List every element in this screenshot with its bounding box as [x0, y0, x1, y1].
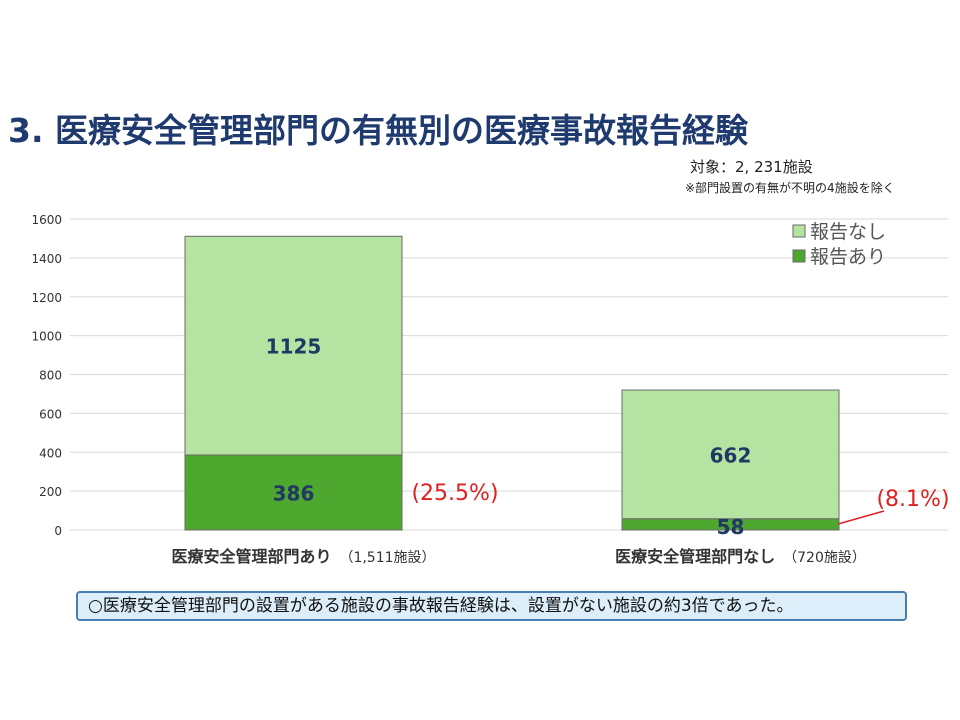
- y-tick-label: 1200: [31, 291, 62, 305]
- y-tick-label: 0: [54, 524, 62, 538]
- category-label: 医療安全管理部門なし （720施設）: [615, 547, 866, 566]
- y-tick-label: 600: [39, 407, 62, 421]
- category-note: （720施設）: [783, 550, 866, 566]
- bar-value-label: 1125: [266, 335, 322, 359]
- percent-label: (25.5%): [411, 481, 498, 506]
- legend-label: 報告あり: [810, 246, 886, 268]
- subject-count: 対象：2, 231施設: [690, 158, 813, 176]
- y-tick-label: 200: [39, 485, 62, 499]
- y-axis-ticks: 0 200 400 600 800 1000 1200 1400 1600: [31, 213, 62, 538]
- bar-segment: [621, 389, 840, 520]
- category-label: 医療安全管理部門あり （1,511施設）: [171, 547, 435, 566]
- stacked-bar-chart: 0 200 400 600 800 1000 1200 1400 1600 386 1125 (25…: [31, 213, 950, 566]
- y-tick-label: 1000: [31, 330, 62, 344]
- bars: [184, 235, 840, 531]
- page-title: 3. 医療安全管理部門の有無別の医療事故報告経験: [8, 111, 748, 150]
- conclusion-box: ○医療安全管理部門の設置がある施設の事故報告経験は、設置がない施設の約3倍であっ…: [76, 591, 907, 621]
- bar-value-label: 386: [273, 481, 315, 505]
- y-tick-label: 1400: [31, 252, 62, 266]
- legend-swatch: [792, 224, 806, 238]
- bar-segment: [184, 454, 403, 531]
- bar-value-label: 58: [717, 515, 745, 539]
- exclusion-note: ※部門設置の有無が不明の4施設を除く: [685, 181, 895, 195]
- category-labels: 医療安全管理部門あり （1,511施設） 医療安全管理部門なし （720施設）: [171, 547, 865, 566]
- category-note: （1,511施設）: [339, 550, 435, 566]
- y-tick-label: 800: [39, 369, 62, 383]
- category-name: 医療安全管理部門なし: [615, 547, 775, 566]
- percent-leader-line: [837, 510, 885, 525]
- legend-swatch: [792, 249, 806, 263]
- y-tick-label: 400: [39, 446, 62, 460]
- category-name: 医療安全管理部門あり: [171, 547, 331, 566]
- legend-label: 報告なし: [810, 221, 886, 243]
- y-tick-label: 1600: [31, 213, 62, 227]
- percent-label: (8.1%): [876, 487, 949, 512]
- data-labels: 386 1125 (25.5%) 58 662 (8.1%): [266, 335, 950, 539]
- bar-value-label: 662: [710, 443, 752, 467]
- bar-segment: [184, 235, 403, 456]
